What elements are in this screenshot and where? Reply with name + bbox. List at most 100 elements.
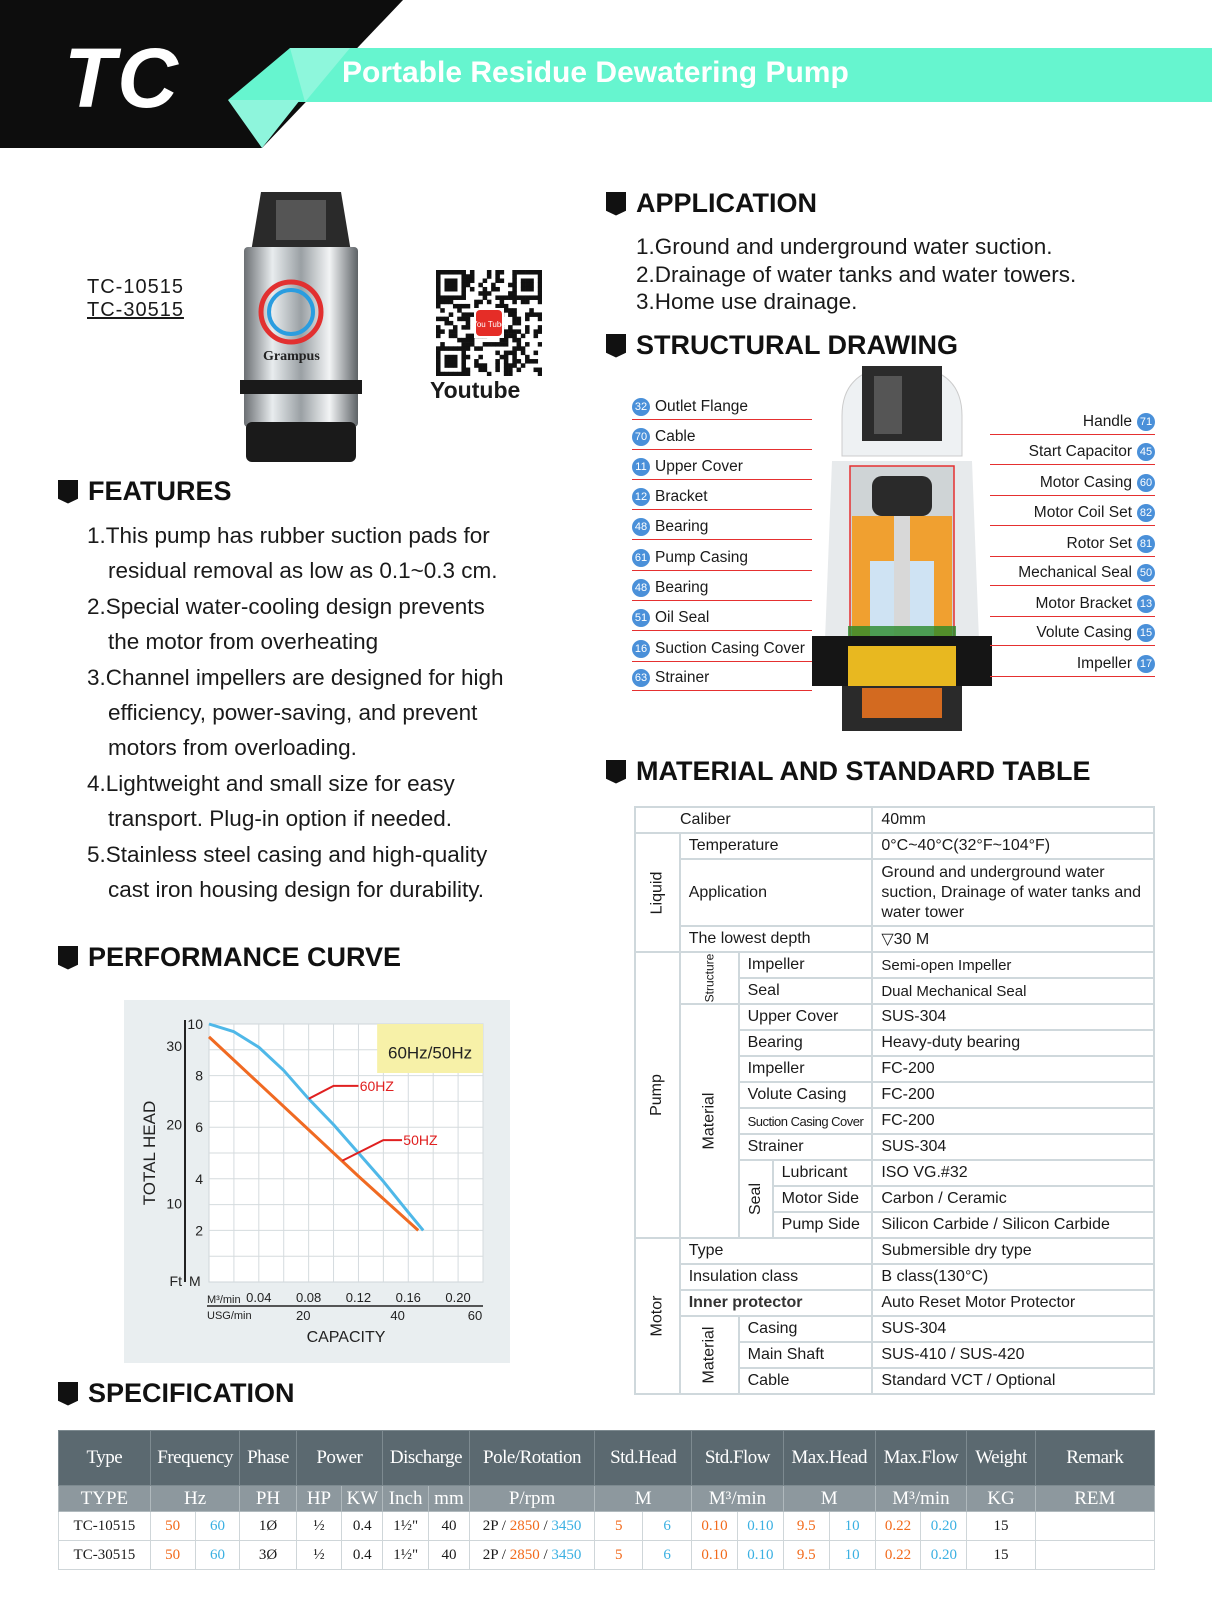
cell-sh60: 6 xyxy=(642,1511,693,1541)
unit-header: mm xyxy=(428,1485,470,1512)
cell-sh50: 5 xyxy=(594,1540,644,1570)
y2-tick-label: 30 xyxy=(166,1038,182,1054)
table-cell: ▽30 M xyxy=(871,925,1155,953)
table-row: Seal Lubricant ISO VG.#32 xyxy=(635,1159,1155,1239)
table-cell: Cable xyxy=(737,1367,874,1395)
table-row: Insulation class B class(130°C) xyxy=(635,1263,1155,1291)
group-label: Liquid xyxy=(648,871,666,914)
group-label: Pump xyxy=(648,1074,666,1116)
cell-inch: 1½" xyxy=(382,1511,430,1541)
part-number-badge: 50 xyxy=(1137,563,1155,582)
part-label: 16 Suction Casing Cover xyxy=(632,636,812,662)
table-cell: 0°C~40°C(32°F~104°F) xyxy=(871,832,1155,860)
table-row: Bearing Heavy-duty bearing xyxy=(635,1029,1155,1057)
unit-header: REM xyxy=(1034,1485,1156,1512)
table-cell: SUS-304 xyxy=(871,1133,1155,1161)
feature-line: 1.This pump has rubber suction pads for xyxy=(87,523,490,548)
part-name: Start Capacitor xyxy=(1028,442,1132,460)
page-title: Portable Residue Dewatering Pump xyxy=(342,56,849,89)
feature-line: efficiency, power-saving, and prevent xyxy=(108,700,478,726)
column-header: Std.Flow xyxy=(691,1430,784,1486)
table-cell: Main Shaft xyxy=(737,1341,874,1369)
part-label: 32 Outlet Flange xyxy=(632,394,812,420)
header-banner xyxy=(0,0,1212,148)
part-label: 11 Upper Cover xyxy=(632,454,812,480)
part-name: Rotor Set xyxy=(1066,534,1132,552)
table-cell: Strainer xyxy=(737,1133,874,1161)
cell-mf60: 0.20 xyxy=(920,1511,968,1541)
table-cell: Pump Side xyxy=(771,1211,874,1239)
table-row: Volute Casing FC-200 xyxy=(635,1081,1155,1109)
features-list: 1.This pump has rubber suction pads for r… xyxy=(87,518,577,907)
table-cell: Liquid xyxy=(634,832,681,953)
feature-line: the motor from overheating xyxy=(108,629,379,655)
y2-tick-label: 20 xyxy=(166,1117,182,1133)
material-heading: MATERIAL AND STANDARD TABLE xyxy=(606,756,1090,787)
table-cell: Impeller xyxy=(737,951,874,979)
feature-line: cast iron housing design for durability. xyxy=(108,877,485,903)
part-number-badge: 71 xyxy=(1137,412,1155,431)
feature-item: 2.Special water-cooling design prevents t… xyxy=(87,589,577,660)
part-label: Handle 71 xyxy=(990,409,1155,435)
part-label: 48 Bearing xyxy=(632,514,812,540)
part-number-badge: 13 xyxy=(1137,594,1155,613)
feature-item: 4.Lightweight and small size for easy tra… xyxy=(87,766,577,837)
legend-text: 60Hz/50Hz xyxy=(388,1043,472,1062)
feature-line: 3.Channel impellers are designed for hig… xyxy=(87,664,504,690)
part-name: Strainer xyxy=(655,668,710,686)
group-label: Seal xyxy=(746,1182,764,1216)
table-cell: Standard VCT / Optional xyxy=(871,1367,1155,1395)
youtube-qr-code[interactable]: You Tube xyxy=(436,270,542,376)
table-row: TC-30515 50 60 3Ø ½ 0.4 1½" 40 2P / 2850 / 3450 5… xyxy=(58,1540,1156,1570)
cell-type: TC-30515 xyxy=(58,1540,151,1570)
cell-rpm60: 3450 xyxy=(551,1517,582,1534)
x-tick-label: 0.08 xyxy=(296,1290,321,1305)
column-header: Max.Head xyxy=(782,1430,876,1486)
specification-table: Type Frequency Phase Power Discharge Pole/Rot… xyxy=(58,1430,1156,1570)
part-label: Rotor Set 81 xyxy=(990,531,1155,557)
application-item: 3.Home use drainage. xyxy=(636,289,858,314)
x2-tick-label: 40 xyxy=(390,1308,404,1323)
part-number-badge: 51 xyxy=(632,608,650,627)
part-name: Bearing xyxy=(655,517,709,535)
cell-kw: 0.4 xyxy=(341,1511,384,1541)
column-header: Power xyxy=(295,1430,384,1486)
brand-logo: Grampus xyxy=(263,349,320,364)
legend-box xyxy=(377,1024,483,1074)
feature-item: 1.This pump has rubber suction pads for r… xyxy=(87,518,577,589)
group-label: Material xyxy=(700,1092,718,1150)
part-number-badge: 48 xyxy=(632,517,650,536)
application-list: 1.Ground and underground water suction. … xyxy=(636,233,1076,316)
column-header: Pole/Rotation xyxy=(468,1430,596,1486)
qr-label: Youtube xyxy=(430,377,521,403)
unit-header: M³/min xyxy=(691,1485,784,1512)
unit-header: M xyxy=(594,1485,693,1512)
table-cell: SUS-304 xyxy=(871,1315,1155,1343)
table-row: Pump Side Silicon Carbide / Silicon Carbi… xyxy=(635,1211,1155,1239)
heading-marker-icon xyxy=(58,945,78,970)
y-tick-label: 6 xyxy=(195,1119,203,1135)
model-number: TC-30515 xyxy=(87,299,184,321)
heading-marker-icon xyxy=(606,333,626,358)
table-cell: Volute Casing xyxy=(737,1081,874,1109)
series-label-leader xyxy=(308,1084,359,1100)
column-header: Std.Head xyxy=(594,1430,693,1486)
cell-sf50: 0.10 xyxy=(691,1511,738,1541)
cell-sh60: 6 xyxy=(642,1540,693,1570)
cell-sh50: 5 xyxy=(594,1511,644,1541)
table-cell: Bearing xyxy=(737,1029,874,1057)
cell-hz60: 60 xyxy=(194,1540,241,1570)
series-line-50hz xyxy=(207,1035,420,1232)
table-row: Impeller FC-200 xyxy=(635,1055,1155,1083)
table-cell: ISO VG.#32 xyxy=(871,1159,1155,1187)
cell-sf60: 0.10 xyxy=(736,1540,784,1570)
x-tick-label: 0.12 xyxy=(346,1290,371,1305)
table-cell: Material xyxy=(678,1315,740,1395)
table-cell: Type xyxy=(678,1237,874,1265)
part-label: 61 Pump Casing xyxy=(632,545,812,571)
unit-row: TYPE Hz PH HP KW Inch mm P/rpm M M³/min M M³/min KG R… xyxy=(58,1485,1156,1512)
table-row: The lowest depth ▽30 M xyxy=(635,925,1155,953)
series-line-60hz xyxy=(208,1022,425,1232)
series-label: 60HZ xyxy=(360,1078,395,1094)
